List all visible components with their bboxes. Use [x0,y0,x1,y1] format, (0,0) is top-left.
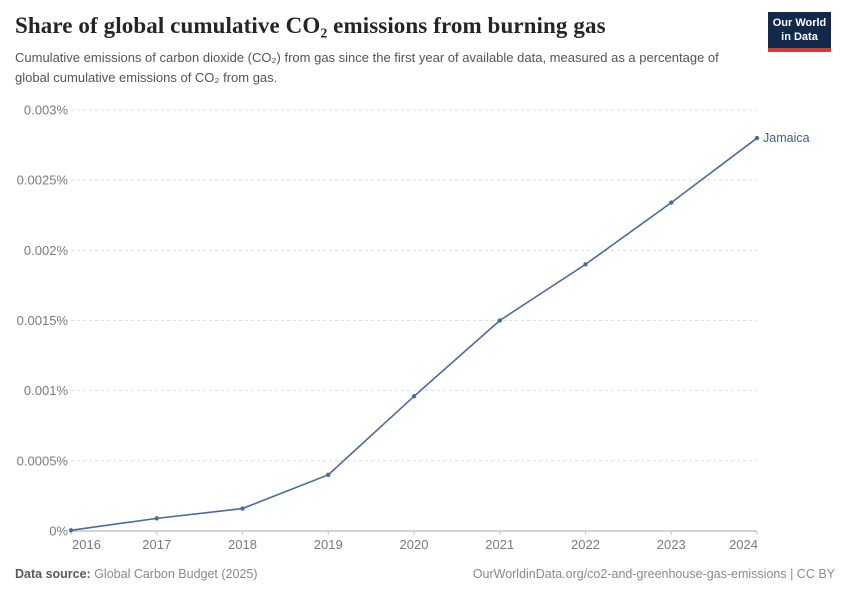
data-source-value: Global Carbon Budget (2025) [90,567,258,581]
x-tick-label: 2018 [228,537,257,552]
owid-logo-line2: in Data [781,31,818,44]
data-source-label: Data source: [15,567,91,581]
y-tick-label: 0.0015% [17,313,69,328]
data-point[interactable] [497,318,502,323]
chart-header: Share of global cumulative CO₂ emissions… [15,13,835,87]
series-label: Jamaica [763,131,810,145]
data-point[interactable] [154,516,159,521]
data-point[interactable] [240,506,245,511]
y-tick-label: 0% [49,524,68,539]
y-tick-label: 0.0005% [17,453,69,468]
owid-logo[interactable]: Our World in Data [768,12,831,52]
data-point[interactable] [669,200,674,205]
line-chart: 0% 0.0005% 0.001% 0.0015% 0.002% 0.0025% 0.003… [0,95,850,565]
x-tick-label: 2024 [729,537,758,552]
owid-logo-line1: Our World [772,17,827,29]
x-tick-label: 2020 [400,537,429,552]
x-tick-label: 2017 [142,537,171,552]
chart-footer: Data source: Global Carbon Budget (2025)… [15,567,835,581]
chart-subtitle: Cumulative emissions of carbon dioxide (… [15,50,719,85]
data-point[interactable] [583,262,588,267]
y-tick-label: 0.002% [24,243,69,258]
data-point[interactable] [411,394,417,399]
y-tick-label: 0.0025% [17,173,69,188]
chart-svg: 0% 0.0005% 0.001% 0.0015% 0.002% 0.0025% 0.003… [17,103,810,553]
y-tick-label: 0.001% [24,383,69,398]
x-tick-label: 2019 [314,537,343,552]
data-point[interactable] [68,528,74,533]
y-tick-label: 0.003% [24,103,69,118]
x-tick-label: 2021 [485,537,514,552]
series-line-jamaica[interactable] [70,137,758,532]
credit-link[interactable]: OurWorldinData.org/co2-and-greenhouse-ga… [472,567,835,581]
x-tick-label: 2022 [571,537,600,552]
x-tick-label: 2016 [72,537,101,552]
data-point[interactable] [754,135,760,141]
x-tick-label: 2023 [657,537,686,552]
data-point[interactable] [326,472,331,478]
chart-title: Share of global cumulative CO₂ emissions… [15,13,606,38]
data-source: Data source: Global Carbon Budget (2025) [15,567,258,581]
